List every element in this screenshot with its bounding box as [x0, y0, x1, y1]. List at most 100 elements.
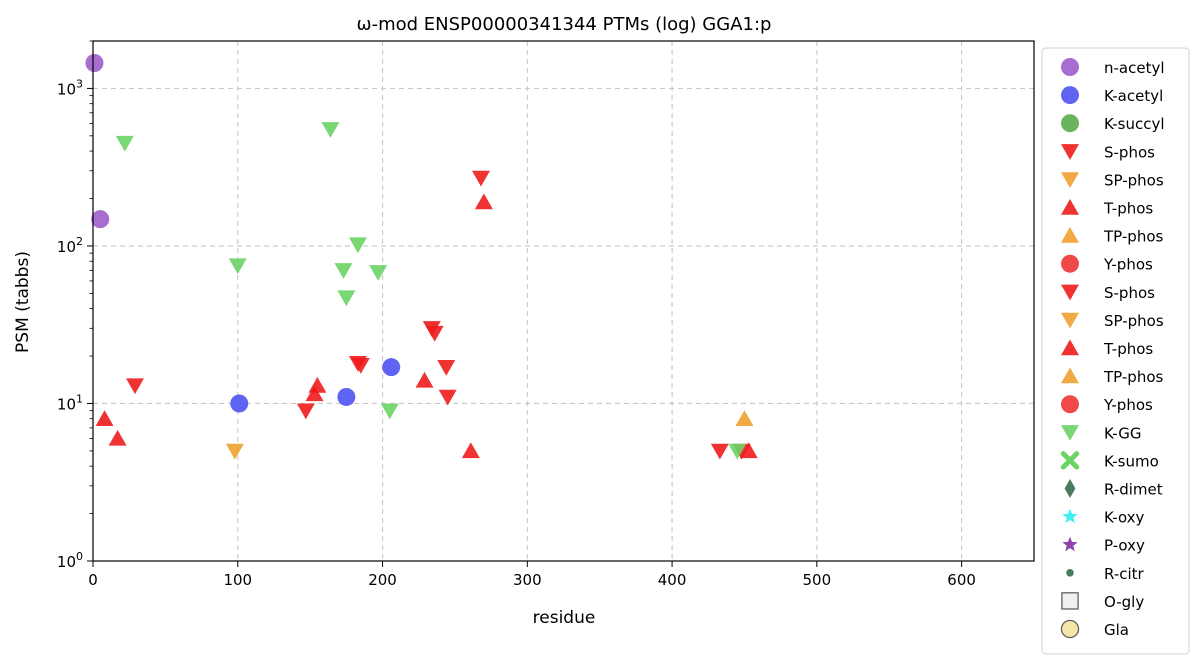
- data-point: [438, 389, 457, 406]
- legend-item: K-succyl: [1061, 114, 1165, 133]
- data-point: [728, 443, 747, 460]
- y-tick-label: 102: [57, 235, 83, 256]
- legend-label: K-succyl: [1104, 115, 1165, 133]
- x-axis-label: residue: [533, 608, 596, 628]
- data-point: [351, 357, 370, 374]
- plot-frame: [92, 40, 1035, 562]
- data-point: [471, 170, 490, 187]
- legend-marker: [1061, 198, 1079, 215]
- legend-item: Y-phos: [1061, 395, 1153, 414]
- legend-item: K-oxy: [1062, 508, 1145, 527]
- data-point: [125, 378, 144, 395]
- x-tick-label: 500: [803, 571, 832, 589]
- legend-item: TP-phos: [1061, 367, 1163, 386]
- legend-marker: [1061, 227, 1079, 243]
- data-point: [461, 442, 480, 459]
- legend: n-acetyl K-acetyl K-succyl S-phos SP-phos T-p…: [1041, 47, 1190, 655]
- legend-label: S-phos: [1104, 284, 1155, 302]
- legend-marker: [1061, 312, 1079, 329]
- data-point: [337, 290, 356, 307]
- legend-marker: [1061, 254, 1079, 273]
- legend-marker: [1064, 479, 1076, 498]
- legend-item: O-gly: [1061, 592, 1144, 611]
- data-point: [115, 135, 134, 152]
- legend-item: SP-phos: [1061, 312, 1164, 330]
- x-tick-label: 600: [947, 571, 976, 589]
- data-point: [348, 237, 367, 254]
- data-point: [308, 376, 327, 393]
- data-point: [710, 443, 729, 460]
- legend-item: TP-phos: [1061, 227, 1163, 246]
- data-point: [321, 122, 340, 138]
- legend-label: T-phos: [1103, 200, 1153, 218]
- legend-item: R-dimet: [1064, 479, 1163, 499]
- data-point: [437, 359, 456, 376]
- legend-item: n-acetyl: [1061, 58, 1165, 77]
- legend-marker: [1061, 58, 1079, 76]
- legend-item: K-sumo: [1060, 451, 1159, 470]
- data-point: [225, 443, 244, 460]
- x-tick-label: 0: [88, 571, 98, 589]
- legend-label: R-dimet: [1104, 481, 1163, 499]
- y-axis-label: PSM (tabbs): [13, 251, 33, 353]
- legend-marker: [1061, 172, 1079, 188]
- legend-item: SP-phos: [1061, 171, 1164, 189]
- data-point: [369, 265, 388, 281]
- legend-marker: [1061, 114, 1079, 133]
- data-point: [380, 403, 399, 420]
- legend-label: Y-phos: [1103, 256, 1153, 274]
- y-axis: 100 101 102 103: [57, 40, 93, 571]
- legend-marker: [1061, 395, 1079, 414]
- legend-label: SP-phos: [1104, 312, 1164, 330]
- legend-label: K-GG: [1104, 424, 1141, 442]
- legend-label: TP-phos: [1103, 228, 1163, 246]
- legend-label: S-phos: [1104, 143, 1155, 161]
- legend-item: Y-phos: [1061, 254, 1153, 274]
- legend-item: K-acetyl: [1061, 86, 1163, 105]
- legend-marker: [1061, 592, 1079, 610]
- data-point: [108, 429, 127, 446]
- legend-marker: [1061, 425, 1079, 441]
- legend-item: T-phos: [1061, 339, 1153, 358]
- data-point: [305, 385, 324, 402]
- x-tick-label: 300: [513, 571, 542, 589]
- data-point: [474, 193, 493, 210]
- x-tick-label: 400: [658, 571, 687, 589]
- legend-marker: [1061, 144, 1079, 160]
- legend-item: T-phos: [1061, 198, 1153, 218]
- data-point: [85, 54, 104, 73]
- legend-marker: [1061, 86, 1079, 105]
- legend-marker: [1061, 367, 1079, 384]
- y-tick-label: 101: [57, 392, 83, 413]
- legend-label: K-sumo: [1104, 452, 1159, 470]
- legend-label: T-phos: [1103, 340, 1153, 358]
- y-tick-label: 103: [57, 77, 83, 98]
- data-point: [230, 394, 249, 413]
- legend-marker: [1066, 569, 1074, 577]
- x-axis: 0 100 200 300 400 500 600: [88, 561, 976, 589]
- data-point: [415, 371, 434, 388]
- data-point: [91, 210, 110, 229]
- legend-label: Gla: [1104, 621, 1129, 639]
- legend-label: K-acetyl: [1104, 87, 1163, 105]
- legend-label: TP-phos: [1103, 368, 1163, 386]
- data-point: [337, 387, 356, 406]
- data-point: [382, 358, 401, 377]
- x-tick-label: 100: [223, 571, 252, 589]
- legend-item: S-phos: [1061, 284, 1155, 302]
- grid: [93, 41, 1034, 561]
- data-point: [296, 403, 315, 420]
- legend-item: S-phos: [1061, 143, 1155, 161]
- legend-label: SP-phos: [1104, 171, 1164, 189]
- legend-label: P-oxy: [1104, 537, 1145, 555]
- data-point: [425, 325, 444, 342]
- chart-title: ω-mod ENSP00000341344 PTMs (log) GGA1:p: [357, 14, 772, 35]
- x-tick-label: 200: [368, 571, 397, 589]
- legend-label: Y-phos: [1103, 396, 1153, 414]
- legend-item: Gla: [1060, 619, 1129, 639]
- legend-item: P-oxy: [1062, 536, 1145, 555]
- legend-marker: [1060, 451, 1080, 470]
- legend-label: n-acetyl: [1104, 59, 1165, 77]
- y-tick-label: 100: [57, 550, 83, 571]
